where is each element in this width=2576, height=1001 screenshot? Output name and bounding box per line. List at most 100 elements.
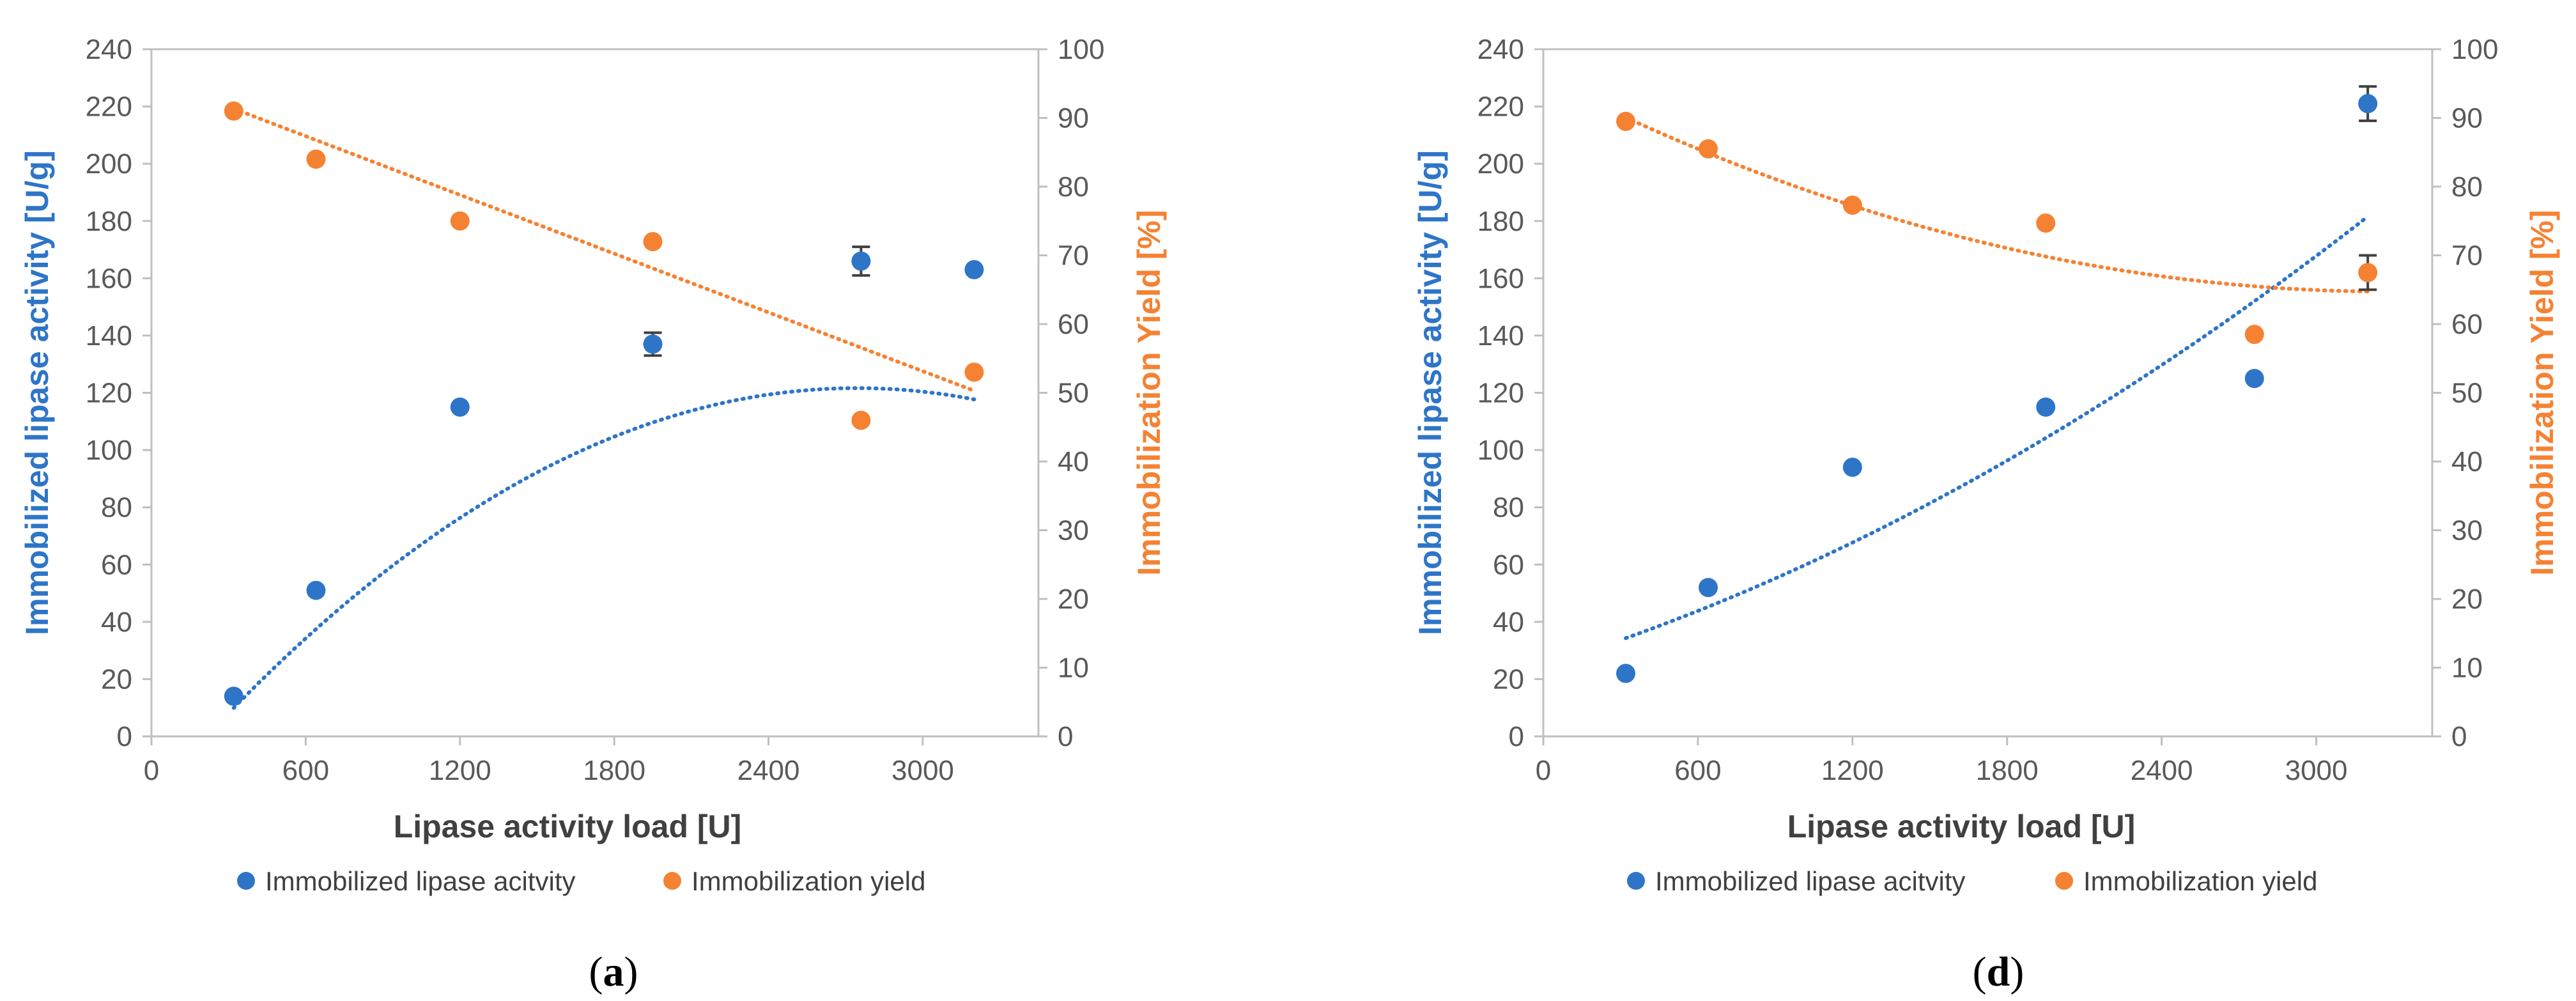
x-tick-label: 600 xyxy=(282,755,329,786)
x-axis-title: Lipase activity load [U] xyxy=(394,809,742,844)
x-tick-label: 1200 xyxy=(1821,755,1884,786)
x-tick-label: 3000 xyxy=(891,755,954,786)
y-tick-label: 0 xyxy=(117,721,132,752)
y2-tick-label: 0 xyxy=(1058,721,1073,752)
yield-point xyxy=(1616,111,1636,131)
x-tick-label: 600 xyxy=(1674,755,1721,786)
activity-point xyxy=(306,580,326,600)
y2-axis-title: Immobilization Yield [%] xyxy=(1131,210,1167,575)
activity-point xyxy=(1842,457,1862,477)
x-axis-title: Lipase activity load [U] xyxy=(1787,809,2136,844)
y-axis-title: Immobilized lipase activity [U/g] xyxy=(19,150,55,635)
y2-tick-label: 50 xyxy=(2451,378,2483,409)
y-tick-label: 60 xyxy=(1493,549,1524,580)
yield-point xyxy=(2358,263,2378,283)
panel-letter: d xyxy=(1987,949,2010,995)
activity-trendline xyxy=(231,386,976,710)
activity-point xyxy=(2358,94,2378,114)
y-tick-label: 20 xyxy=(101,663,132,695)
yield-point xyxy=(450,211,470,231)
activity-point xyxy=(2036,397,2056,417)
x-tick-label: 1200 xyxy=(429,755,491,786)
x-tick-label: 2400 xyxy=(2131,755,2193,786)
x-tick-label: 0 xyxy=(144,755,159,786)
y2-tick-label: 90 xyxy=(1058,103,1089,134)
y-tick-label: 120 xyxy=(86,378,132,409)
yield-point xyxy=(2036,213,2056,233)
y-tick-label: 0 xyxy=(1509,721,1524,752)
yield-trendline xyxy=(1624,115,2370,293)
yield-point xyxy=(964,362,984,382)
y-tick-label: 200 xyxy=(1477,148,1524,180)
y-tick-label: 80 xyxy=(1493,492,1524,524)
y-tick-label: 220 xyxy=(86,91,132,123)
x-tick-label: 1800 xyxy=(583,755,645,786)
y-axis-title: Immobilized lipase activity [U/g] xyxy=(1412,150,1448,635)
panel-label: (a) xyxy=(589,949,638,995)
y-tick-label: 160 xyxy=(86,263,132,294)
y-tick-label: 140 xyxy=(86,320,132,352)
legend-label-activity: Immobilized lipase acitvity xyxy=(265,866,576,896)
legend-marker-activity xyxy=(237,872,255,890)
activity-point xyxy=(1616,663,1636,683)
y2-axis-title: Immobilization Yield [%] xyxy=(2524,210,2560,575)
x-tick-label: 2400 xyxy=(737,755,800,786)
y2-tick-label: 20 xyxy=(2451,584,2483,615)
y2-tick-label: 20 xyxy=(1058,584,1089,615)
y-tick-label: 60 xyxy=(101,549,132,580)
yield-point xyxy=(224,101,243,121)
y-tick-label: 160 xyxy=(1477,263,1524,294)
y2-tick-label: 90 xyxy=(2451,103,2483,134)
chart-panel-a: Lipase activity load [U] (a) 0 600 1200 180… xyxy=(19,34,1167,995)
activity-point xyxy=(224,687,243,706)
yield-trendline xyxy=(231,107,976,393)
y-tick-label: 100 xyxy=(86,435,132,466)
yield-point xyxy=(1699,139,1718,159)
yield-point xyxy=(2244,325,2264,345)
y2-tick-label: 0 xyxy=(2451,721,2467,752)
y2-tick-label: 30 xyxy=(1058,515,1089,547)
activity-trendline xyxy=(1624,214,2370,640)
activity-point xyxy=(964,260,984,279)
yield-point xyxy=(1842,196,1862,215)
y2-tick-label: 10 xyxy=(1058,653,1089,684)
y2-tick-label: 60 xyxy=(2451,309,2483,340)
y-tick-label: 40 xyxy=(101,607,132,638)
y2-tick-label: 100 xyxy=(2451,34,2498,65)
legend-label-yield: Immobilization yield xyxy=(2083,866,2317,896)
activity-point xyxy=(2244,369,2264,389)
legend-marker-yield xyxy=(663,872,681,890)
legend-marker-activity xyxy=(1627,872,1645,890)
y-tick-label: 180 xyxy=(86,206,132,237)
activity-point xyxy=(1699,578,1718,598)
y-tick-label: 180 xyxy=(1477,206,1524,237)
y2-tick-label: 80 xyxy=(1058,171,1089,203)
x-tick-label: 0 xyxy=(1536,755,1551,786)
y-tick-label: 200 xyxy=(86,148,132,180)
y2-tick-label: 70 xyxy=(1058,240,1089,272)
y2-tick-label: 50 xyxy=(1058,378,1089,409)
y2-tick-label: 40 xyxy=(2451,446,2483,477)
yield-point xyxy=(306,150,326,169)
x-tick-label: 1800 xyxy=(1976,755,2039,786)
y2-tick-label: 100 xyxy=(1058,34,1104,65)
y-tick-label: 40 xyxy=(1493,607,1524,638)
panel-letter: a xyxy=(603,949,624,995)
y-tick-label: 20 xyxy=(1493,663,1524,695)
yield-point xyxy=(643,232,663,251)
y-tick-label: 120 xyxy=(1477,378,1524,409)
y-tick-label: 240 xyxy=(86,34,132,65)
panel-label: (d) xyxy=(1973,949,2025,995)
yield-point xyxy=(851,410,871,430)
legend-marker-yield xyxy=(2055,872,2073,890)
y2-tick-label: 70 xyxy=(2451,240,2483,272)
legend-label-yield: Immobilization yield xyxy=(691,866,925,896)
y-tick-label: 80 xyxy=(101,492,132,524)
y-tick-label: 220 xyxy=(1477,91,1524,123)
y2-tick-label: 80 xyxy=(2451,171,2483,203)
y2-tick-label: 40 xyxy=(1058,446,1089,477)
chart-panel-d: Lipase activity load [U] (d) 0 600 1200 180… xyxy=(1412,34,2560,995)
activity-point xyxy=(643,334,663,354)
